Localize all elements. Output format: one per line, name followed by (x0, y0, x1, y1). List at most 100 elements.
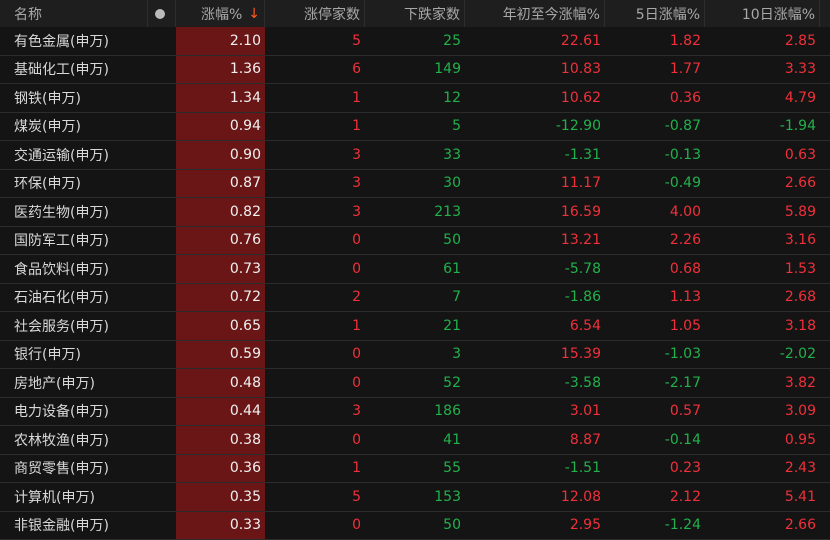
cell-10d: 0.63 (784, 146, 816, 163)
table-row[interactable]: 社会服务(申万) 0.65 1 21 6.54 1.05 3.18 (0, 312, 830, 341)
cell-name: 电力设备(申万) (14, 404, 109, 421)
cell-change: 0.72 (176, 283, 265, 311)
table-row[interactable]: 银行(申万) 0.59 0 3 15.39 -1.03 -2.02 (0, 340, 830, 369)
col-decliners-header[interactable]: 下跌家数 (365, 0, 465, 27)
cell-10d: 5.41 (784, 488, 816, 505)
dot-icon (154, 8, 165, 19)
cell-change: 0.94 (176, 112, 265, 140)
dot-cell (148, 227, 176, 255)
table-row[interactable]: 国防军工(申万) 0.76 0 50 13.21 2.26 3.16 (0, 226, 830, 255)
table-row[interactable]: 有色金属(申万) 2.10 5 25 22.61 1.82 2.85 (0, 27, 830, 56)
cell-5d: -0.13 (664, 146, 701, 163)
cell-change: 0.36 (176, 454, 265, 482)
cell-5d: 1.05 (669, 317, 701, 334)
cell-5d: -2.17 (664, 374, 701, 391)
cell-limit-up: 5 (352, 32, 361, 49)
cell-limit-up: 1 (352, 317, 361, 334)
cell-5d: 2.26 (669, 232, 701, 249)
cell-10d: 5.89 (784, 203, 816, 220)
table-row[interactable]: 煤炭(申万) 0.94 1 5 -12.90 -0.87 -1.94 (0, 112, 830, 141)
table-row[interactable]: 环保(申万) 0.87 3 30 11.17 -0.49 2.66 (0, 169, 830, 198)
cell-10d: 0.95 (784, 431, 816, 448)
table-row[interactable]: 石油石化(申万) 0.72 2 7 -1.86 1.13 2.68 (0, 283, 830, 312)
dot-cell (148, 284, 176, 312)
table-row[interactable]: 医药生物(申万) 0.82 3 213 16.59 4.00 5.89 (0, 198, 830, 227)
dot-cell (148, 84, 176, 112)
cell-change: 0.65 (176, 312, 265, 340)
cell-ytd: 11.17 (560, 175, 601, 192)
cell-name: 非银金融(申万) (14, 518, 109, 535)
cell-limit-up: 0 (352, 346, 361, 363)
cell-limit-up: 3 (352, 203, 361, 220)
cell-10d: 2.85 (784, 32, 816, 49)
cell-ytd: -5.78 (564, 260, 601, 277)
cell-change: 0.87 (176, 169, 265, 197)
cell-decliners: 52 (443, 374, 461, 391)
cell-5d: 1.13 (669, 289, 701, 306)
cell-10d: -2.02 (779, 346, 816, 363)
cell-10d: -1.94 (779, 118, 816, 135)
dot-cell (148, 483, 176, 511)
dot-cell (148, 369, 176, 397)
dot-cell (148, 455, 176, 483)
cell-decliners: 12 (443, 89, 461, 106)
table-row[interactable]: 交通运输(申万) 0.90 3 33 -1.31 -0.13 0.63 (0, 141, 830, 170)
cell-10d: 3.16 (784, 232, 816, 249)
dot-cell (148, 255, 176, 283)
cell-decliners: 186 (434, 403, 461, 420)
table-row[interactable]: 农林牧渔(申万) 0.38 0 41 8.87 -0.14 0.95 (0, 426, 830, 455)
cell-name: 煤炭(申万) (14, 119, 81, 136)
col-ytd-header[interactable]: 年初至今涨幅% (465, 0, 605, 27)
col-dot-header[interactable] (148, 0, 176, 27)
cell-name: 石油石化(申万) (14, 290, 109, 307)
cell-ytd: -1.31 (564, 146, 601, 163)
cell-ytd: -1.86 (564, 289, 601, 306)
cell-decliners: 25 (443, 32, 461, 49)
cell-5d: -1.03 (664, 346, 701, 363)
cell-limit-up: 1 (352, 460, 361, 477)
col-change-header[interactable]: 涨幅% ↓ (176, 0, 265, 27)
cell-ytd: -3.58 (564, 374, 601, 391)
cell-change: 0.76 (176, 226, 265, 254)
col-10d-header[interactable]: 10日涨幅% (705, 0, 820, 27)
table-row[interactable]: 基础化工(申万) 1.36 6 149 10.83 1.77 3.33 (0, 55, 830, 84)
table-row[interactable]: 食品饮料(申万) 0.73 0 61 -5.78 0.68 1.53 (0, 255, 830, 284)
cell-limit-up: 1 (352, 89, 361, 106)
dot-cell (148, 426, 176, 454)
cell-10d: 1.53 (784, 260, 816, 277)
cell-ytd: 6.54 (569, 317, 601, 334)
table-row[interactable]: 房地产(申万) 0.48 0 52 -3.58 -2.17 3.82 (0, 369, 830, 398)
table-row[interactable]: 非银金融(申万) 0.33 0 50 2.95 -1.24 2.66 (0, 511, 830, 540)
cell-ytd: 8.87 (569, 431, 601, 448)
cell-5d: 0.36 (669, 89, 701, 106)
cell-ytd: 22.61 (560, 32, 601, 49)
col-name-header[interactable]: 名称 (0, 0, 148, 27)
cell-10d: 3.33 (784, 61, 816, 78)
cell-decliners: 33 (443, 146, 461, 163)
cell-change: 0.44 (176, 397, 265, 425)
cell-5d: 2.12 (669, 488, 701, 505)
cell-decliners: 7 (452, 289, 461, 306)
table-row[interactable]: 商贸零售(申万) 0.36 1 55 -1.51 0.23 2.43 (0, 454, 830, 483)
cell-limit-up: 0 (352, 260, 361, 277)
cell-ytd: -1.51 (564, 460, 601, 477)
dot-cell (148, 170, 176, 198)
cell-5d: 1.77 (669, 61, 701, 78)
cell-change: 0.38 (176, 426, 265, 454)
table-row[interactable]: 电力设备(申万) 0.44 3 186 3.01 0.57 3.09 (0, 397, 830, 426)
table-row[interactable]: 计算机(申万) 0.35 5 153 12.08 2.12 5.41 (0, 483, 830, 512)
cell-10d: 4.79 (784, 89, 816, 106)
cell-name: 计算机(申万) (14, 489, 95, 506)
col-limit-up-header[interactable]: 涨停家数 (265, 0, 365, 27)
cell-change: 0.35 (176, 483, 265, 511)
dot-cell (148, 27, 176, 55)
cell-decliners: 30 (443, 175, 461, 192)
cell-5d: 1.82 (669, 32, 701, 49)
col-5d-header[interactable]: 5日涨幅% (605, 0, 705, 27)
cell-limit-up: 0 (352, 431, 361, 448)
cell-decliners: 61 (443, 260, 461, 277)
cell-10d: 3.18 (784, 317, 816, 334)
cell-10d: 2.66 (784, 517, 816, 534)
table-row[interactable]: 钢铁(申万) 1.34 1 12 10.62 0.36 4.79 (0, 84, 830, 113)
cell-ytd: -12.90 (555, 118, 601, 135)
